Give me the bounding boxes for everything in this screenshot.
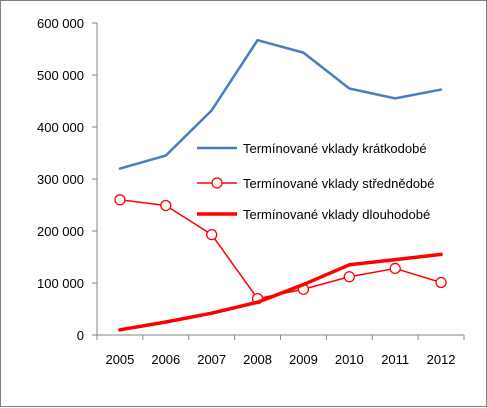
series-line-1: [118, 38, 443, 170]
legend: Termínované vklady krátkodobé Termínované…: [197, 141, 435, 222]
x-tick-label: 2011: [381, 352, 409, 367]
data-point-marker: [206, 228, 218, 241]
y-tick-label: 300 000: [37, 172, 84, 187]
x-tick-label: 2012: [427, 352, 456, 367]
data-point-marker: [389, 262, 401, 275]
x-tick-label: 2006: [151, 352, 180, 367]
x-tick-label: 2009: [289, 352, 318, 367]
y-tick-label: 0: [77, 328, 84, 343]
legend-label-1: Termínované vklady krátkodobé: [243, 141, 427, 156]
legend-marker: [211, 177, 223, 189]
x-tick-label: 2008: [243, 352, 272, 367]
x-axis: 2005 2006 2007 2008 2009 2010 2011 2012: [96, 334, 465, 367]
data-point-marker: [343, 271, 355, 283]
y-axis: 0 100 000 200 000 300 000 400 000 500 000 600 …: [37, 16, 98, 343]
y-tick-label: 200 000: [37, 224, 84, 239]
data-point-marker: [160, 199, 172, 212]
series-group: [114, 38, 447, 332]
data-point-marker: [435, 276, 447, 289]
legend-label-3: Termínované vklady dlouhodobé: [243, 207, 430, 222]
legend-label-2: Termínované vklady střednědobé: [243, 176, 435, 191]
y-tick-label: 400 000: [37, 120, 84, 135]
x-tick-label: 2005: [105, 352, 134, 367]
data-point-marker: [114, 194, 126, 206]
series-line-3: [118, 252, 443, 332]
x-tick-label: 2010: [335, 352, 364, 367]
x-tick-label: 2007: [197, 352, 226, 367]
y-tick-label: 600 000: [37, 16, 84, 31]
y-tick-label: 100 000: [37, 276, 84, 291]
y-tick-label: 500 000: [37, 68, 84, 83]
